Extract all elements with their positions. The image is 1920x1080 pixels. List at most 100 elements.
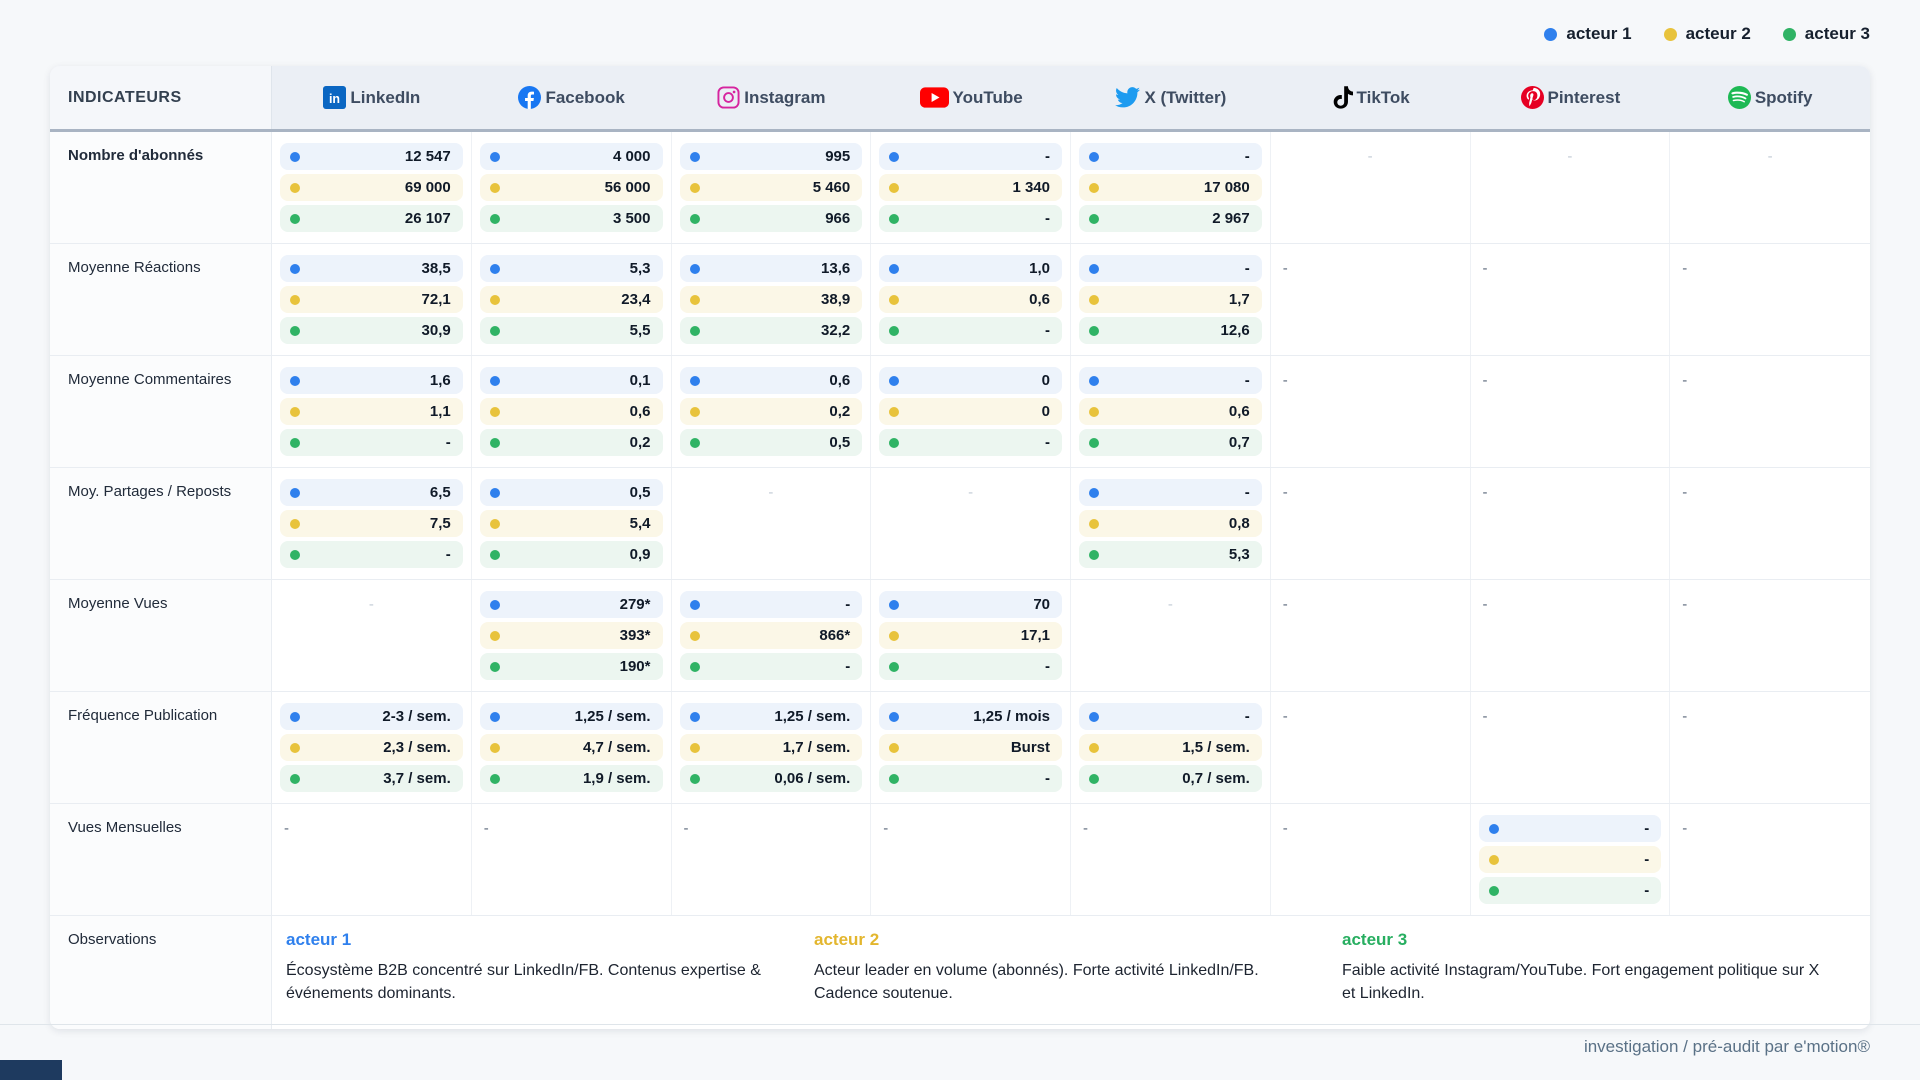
actor1-dot-icon (290, 711, 300, 722)
value-pill: - (879, 653, 1062, 680)
empty-value: - (1282, 820, 1288, 837)
value-pill: 0,6 (479, 398, 663, 425)
metric-cell: 1,6 1,1 - (272, 356, 472, 467)
value-pill: - (1079, 143, 1262, 170)
column-label: Pinterest (1547, 87, 1621, 107)
metric-cell: - (871, 468, 1071, 579)
actor1-dot-icon (489, 151, 500, 162)
metric-cell: - (1471, 692, 1671, 803)
actor3-dot-icon (1089, 213, 1099, 224)
value-pill: - (1079, 255, 1262, 282)
value-pill: 0,9 (479, 541, 663, 568)
column-label: Spotify (1754, 87, 1813, 107)
actor2-dot-icon (889, 182, 900, 193)
metric-cell: - (1471, 468, 1671, 579)
observation-acteur1: acteur 1 Écosystème B2B concentré sur Li… (286, 930, 788, 1005)
empty-value: - (368, 596, 374, 613)
metric-value: 866* (819, 627, 851, 644)
value-pill: Burst (879, 734, 1062, 761)
actor1-dot-icon (489, 375, 500, 386)
column-label: LinkedIn (350, 87, 421, 107)
value-pill: 279* (479, 591, 663, 618)
metric-value: 56 000 (604, 179, 651, 196)
table-row: Moyenne Commentaires 1,6 1,1-0,1 0,6 0,2 0,6 0… (50, 356, 1870, 468)
value-pill: - (1079, 367, 1262, 394)
metric-value: 12,6 (1220, 322, 1250, 339)
metric-value: 2-3 / sem. (382, 708, 451, 725)
actor1-dot-icon (489, 599, 500, 610)
table-body: Nombre d'abonnés 12 547 69 000 26 107 4 000 5… (50, 132, 1870, 916)
table-row: Vues Mensuelles - - - - - - - - - - (50, 804, 1870, 916)
actor3-dot-icon (1089, 325, 1099, 336)
metric-value: 3 500 (612, 210, 651, 227)
metric-cell: - 1,7 12,6 (1071, 244, 1271, 355)
actor1-dot-icon (1544, 27, 1558, 41)
actor2-dot-icon (689, 630, 700, 641)
metric-value: 0,2 (629, 434, 651, 451)
value-pill: - (1478, 846, 1662, 873)
empty-value: - (483, 820, 489, 837)
empty-value: - (768, 484, 774, 501)
actor2-dot-icon (290, 518, 300, 529)
metric-cell: - (272, 804, 472, 915)
empty-value: - (1282, 596, 1288, 613)
metric-cell: 1,25 / mois Burst - (871, 692, 1071, 803)
metric-value: 5,3 (629, 260, 651, 277)
observation-title: acteur 3 (1342, 930, 1408, 949)
actor3-dot-icon (689, 325, 700, 336)
actor2-dot-icon (489, 406, 500, 417)
value-pill: 0,2 (479, 429, 663, 456)
empty-value: - (1367, 148, 1373, 165)
actor1-dot-icon (689, 375, 700, 386)
value-pill: 6,5 (280, 479, 463, 506)
legend-label: acteur 2 (1685, 24, 1751, 43)
metric-value: - (1244, 708, 1250, 725)
value-pill: 0,5 (679, 429, 863, 456)
empty-value: - (1482, 372, 1488, 389)
actor3-dot-icon (1782, 27, 1796, 41)
metric-cell: 5,3 23,4 5,5 (472, 244, 672, 355)
value-pill: 38,9 (679, 286, 863, 313)
actor1-dot-icon (1089, 375, 1099, 386)
metric-value: 0,2 (829, 403, 851, 420)
actor3-dot-icon (290, 437, 300, 448)
actor3-dot-icon (489, 325, 500, 336)
metric-cell: - (672, 804, 872, 915)
row-label: Moyenne Commentaires (50, 356, 272, 467)
pinterest-icon (1520, 86, 1544, 109)
empty-value: - (1083, 820, 1088, 837)
metric-value: - (1045, 658, 1050, 675)
legend-item-acteur2: acteur 2 (1663, 24, 1751, 44)
metric-cell: 0,6 0,2 0,5 (672, 356, 872, 467)
actor1-dot-icon (889, 599, 900, 610)
legend-label: acteur 3 (1804, 24, 1870, 43)
value-pill: 70 (879, 591, 1062, 618)
actor1-dot-icon (290, 151, 300, 162)
metric-value: 5,5 (629, 322, 651, 339)
row-label: Moy. Partages / Reposts (50, 468, 272, 579)
legend-label: acteur 1 (1566, 24, 1632, 43)
comparison-table: INDICATEURS in LinkedIn Facebook Instagr… (50, 66, 1870, 1030)
metric-value: 2 967 (1212, 210, 1250, 227)
value-pill: 12,6 (1079, 317, 1262, 344)
actor1-dot-icon (489, 487, 500, 498)
value-pill: 0,5 (479, 479, 663, 506)
metric-value: - (845, 596, 851, 613)
metric-value: 0 (1041, 403, 1050, 420)
metric-cell: - (1670, 692, 1870, 803)
metric-value: 0 (1041, 372, 1050, 389)
actor1-dot-icon (889, 375, 900, 386)
actor2-dot-icon (1089, 182, 1099, 193)
metric-cell: - (472, 804, 672, 915)
metric-cell: - (1670, 244, 1870, 355)
spotify-icon (1727, 86, 1751, 109)
indicators-header: INDICATEURS (50, 66, 272, 129)
value-pill: 2-3 / sem. (280, 703, 463, 730)
row-label: Moyenne Réactions (50, 244, 272, 355)
metric-value: 0,6 (829, 372, 851, 389)
value-pill: 1,0 (879, 255, 1062, 282)
metric-cell: - (1271, 804, 1471, 915)
row-label: Moyenne Vues (50, 580, 272, 691)
value-pill: 1,25 / sem. (479, 703, 663, 730)
facebook-icon (518, 86, 542, 109)
